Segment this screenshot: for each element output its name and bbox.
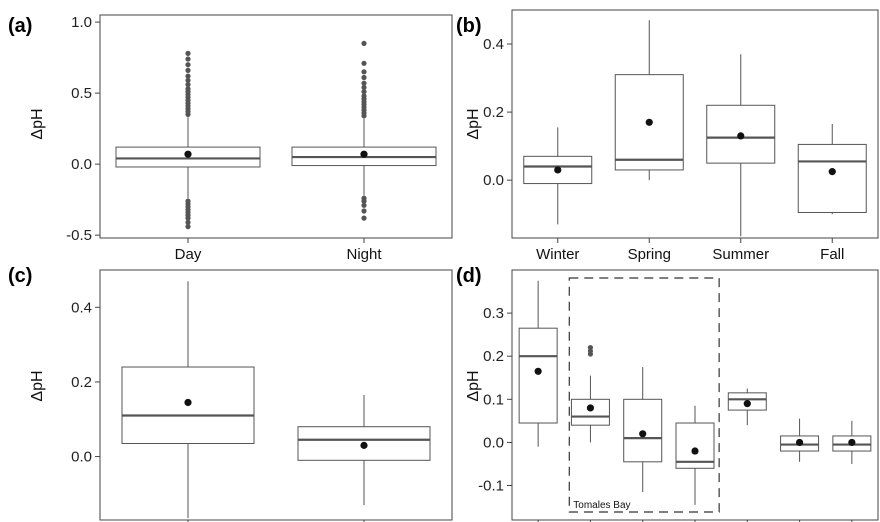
panel-a-y-tick-label: 1.0: [71, 14, 92, 31]
panel-a-outlier-point-night: [361, 84, 367, 91]
panel-b-label: (b): [456, 15, 482, 37]
panel-d-box-bh: [518, 327, 558, 424]
panel-a-y-tick-label: 0.5: [71, 85, 92, 102]
panel-a-label: (a): [8, 15, 32, 37]
panel-b-y-tick-label: 0.4: [483, 36, 504, 53]
panel-a-outlier-point-night: [361, 80, 367, 86]
panel-b: (b) ΔpH 0.0 0.2 0.4 Winter Spring Summer Fall: [456, 9, 879, 263]
panel-a-outlier-point-day: [185, 215, 191, 221]
panel-b-mean-point-fall: [828, 168, 836, 176]
panel-a-outlier-point-night: [361, 208, 367, 214]
panel-a-outlier-point-day: [185, 219, 191, 225]
panel-b-x-tick-label-winter: Winter: [536, 246, 579, 263]
panel-a-mean-point-night: [360, 150, 368, 158]
panel-a-x-tick-label-night: Night: [346, 246, 382, 263]
panel-d-y-tick-label: -0.1: [478, 478, 504, 495]
panel-d-mean-point-cp: [639, 430, 647, 438]
panel-c-mean-point-senescence-season: [360, 441, 368, 449]
panel-a-y-tick-label: 0.0: [71, 156, 92, 173]
panel-d-mean-point-cr: [691, 447, 699, 455]
panel-a-outlier-point-night: [361, 74, 367, 81]
panel-a-y-tick-label: -0.5: [66, 227, 92, 244]
panel-c-mean-point-growth-season: [184, 398, 192, 407]
panel-d-mean-point-mb: [848, 438, 856, 447]
panel-a-outlier-point-night: [361, 198, 367, 204]
panel-d-y-tick-label: 0.1: [483, 391, 504, 408]
panel-b-x-tick-label-summer: Summer: [712, 246, 769, 263]
panel-a-outlier-point-night: [361, 60, 367, 66]
panel-a-outlier-point-day: [185, 62, 191, 68]
panel-b-mean-point-summer: [737, 132, 745, 140]
panel-d-mean-point-tp: [586, 404, 595, 412]
panel-b-x-tick-label-fall: Fall: [820, 246, 844, 263]
panel-c-y-tick-label: 0.4: [71, 299, 92, 316]
panel-a-outlier-point-night: [361, 93, 367, 99]
panel-b-y-tick-label: 0.2: [483, 104, 504, 121]
panel-a-outlier-point-day: [185, 67, 191, 73]
panel-d-outlier-point-tp: [587, 344, 594, 351]
panel-a-outlier-point-day: [185, 56, 191, 62]
panel-a-outlier-point-night: [361, 40, 367, 47]
panel-c-y-axis-title: ΔpH: [29, 370, 46, 401]
panel-c-plot-frame: [99, 269, 453, 521]
panel-a-outlier-point-day: [185, 50, 191, 56]
panel-b-y-tick-label: 0.0: [483, 172, 504, 189]
tomales-bay-region-label: Tomales Bay: [573, 500, 630, 511]
panel-a-mean-point-day: [184, 150, 192, 158]
panel-a-y-axis-title: ΔpH: [29, 108, 46, 139]
panel-a-plot-frame: [99, 14, 453, 239]
panel-b-y-axis-title: ΔpH: [465, 108, 482, 139]
panel-d-y-tick-label: 0.3: [483, 305, 504, 322]
panel-a-outlier-point-night: [361, 89, 367, 95]
panel-d-mean-point-ek: [743, 400, 751, 408]
panel-d-box-tp: [570, 398, 610, 426]
panel-b-mean-point-winter: [554, 166, 562, 174]
panel-b-mean-point-spring: [645, 118, 653, 126]
panel-d-y-tick-label: 0.2: [483, 348, 504, 365]
panel-a-outlier-point-night: [361, 202, 367, 208]
panel-a-outlier-point-day: [185, 224, 191, 230]
panel-d-label: (d): [456, 265, 482, 287]
panel-a-outlier-point-day: [185, 86, 191, 92]
panel-a-outlier-point-day: [185, 81, 191, 88]
panel-c: (c) ΔpH 0.00.20.4Growth seasonSenescence…: [8, 265, 453, 522]
panel-a-outlier-point-night: [361, 69, 367, 75]
panel-d-y-tick-label: 0.0: [483, 434, 504, 451]
panel-a-outlier-point-day: [185, 77, 191, 83]
panel-a-x-tick-label-day: Day: [175, 246, 202, 263]
panel-d-mean-point-np: [795, 438, 804, 447]
panel-d-y-axis-title: ΔpH: [465, 370, 482, 401]
panel-b-plot-frame: [511, 9, 879, 239]
panel-c-label: (c): [8, 265, 32, 287]
panel-b-x-tick-label-spring: Spring: [628, 246, 671, 263]
panel-c-y-tick-label: 0.2: [71, 374, 92, 391]
panel-c-y-tick-label: 0.0: [71, 449, 92, 466]
panel-a: (a) ΔpH -0.5 0.0 0.5 1.0 Day Night: [8, 14, 453, 263]
panel-a-outlier-point-day: [185, 73, 191, 79]
panel-d-mean-point-bh: [534, 367, 542, 375]
panel-b-box-fall: [797, 143, 867, 213]
tomales-bay-region-outline: [568, 277, 720, 513]
panel-a-outlier-point-night: [361, 215, 367, 221]
